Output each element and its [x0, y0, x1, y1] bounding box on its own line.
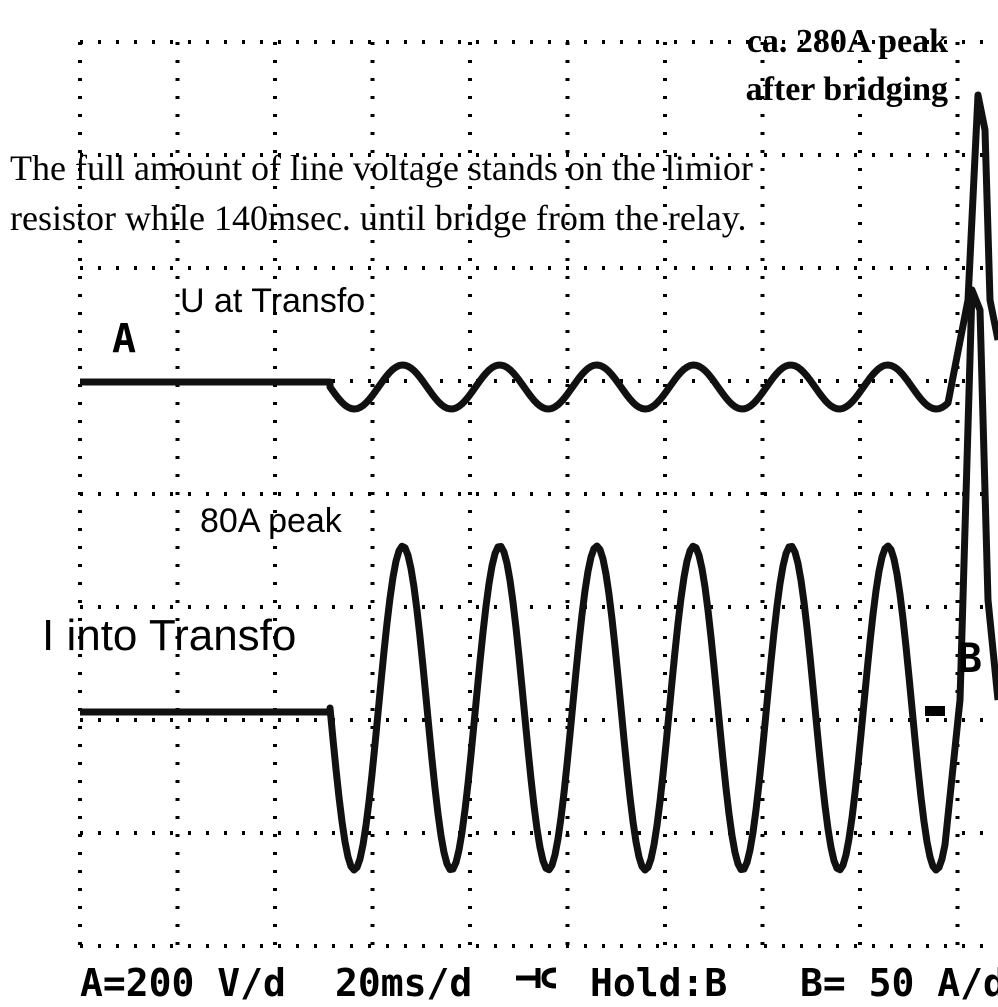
status-a: A=200 V/d [80, 961, 286, 1005]
annotation: after bridging [746, 71, 948, 108]
b-marker [925, 706, 945, 716]
status-time: 20ms/d [335, 961, 472, 1005]
peak-label: 80A peak [200, 502, 343, 540]
trigger-icon [516, 968, 556, 988]
current-label: I into Transfo [42, 611, 296, 660]
annotation: ca. 280A peak [747, 23, 948, 60]
voltage-trace [80, 95, 998, 409]
channel-a: A [112, 316, 136, 362]
scope-screen: ca. 280A peak after bridging The full am… [0, 0, 998, 1007]
description: The full amount of line voltage stands o… [10, 148, 753, 188]
description: resistor while 140msec. until bridge fro… [10, 198, 746, 238]
status-b: B= 50 A/d [800, 961, 998, 1005]
status-hold: Hold:B [590, 961, 727, 1005]
voltage-label: U at Transfo [180, 282, 365, 320]
channel-b: B [958, 636, 982, 682]
